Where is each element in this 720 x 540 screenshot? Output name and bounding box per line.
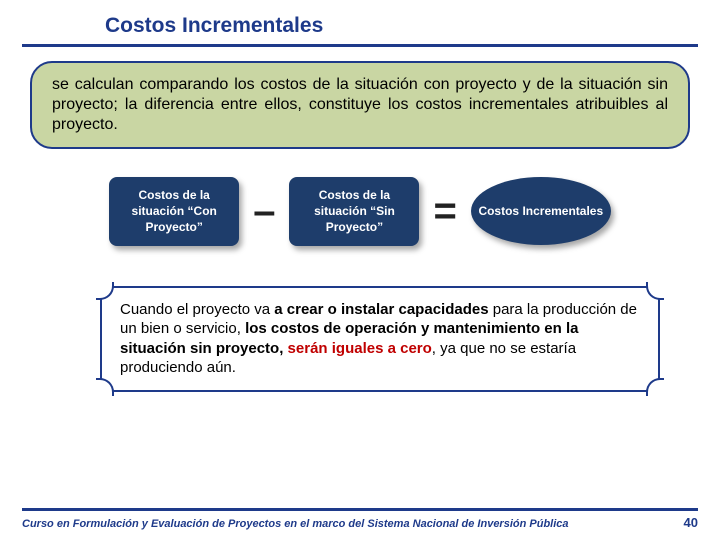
note-red: serán iguales a cero	[288, 340, 432, 357]
equation-box-sin-proyecto: Costos de la situación “Sin Proyecto”	[289, 177, 419, 246]
minus-operator: –	[253, 191, 275, 231]
corner-decor	[96, 378, 114, 396]
equation-row: Costos de la situación “Con Proyecto” – …	[30, 177, 690, 246]
footer: Curso en Formulación y Evaluación de Pro…	[22, 508, 698, 530]
equation-box-con-proyecto: Costos de la situación “Con Proyecto”	[109, 177, 239, 246]
note-bold: a crear o instalar capacidades	[274, 301, 488, 318]
corner-decor	[646, 378, 664, 396]
divider-top	[22, 44, 698, 47]
equation-result: Costos Incrementales	[471, 177, 611, 245]
divider-bottom	[22, 508, 698, 511]
footer-text: Curso en Formulación y Evaluación de Pro…	[22, 518, 569, 530]
note-text: Cuando el proyecto va	[120, 301, 274, 318]
footer-row: Curso en Formulación y Evaluación de Pro…	[22, 515, 698, 530]
page-number: 40	[684, 515, 698, 530]
corner-decor	[96, 282, 114, 300]
title-area: Costos Incrementales	[0, 0, 720, 40]
page-title: Costos Incrementales	[105, 14, 720, 38]
slide: Costos Incrementales se calculan compara…	[0, 0, 720, 540]
equals-operator: =	[433, 191, 456, 231]
note-box: Cuando el proyecto va a crear o instalar…	[100, 286, 660, 392]
corner-decor	[646, 282, 664, 300]
definition-box: se calculan comparando los costos de la …	[30, 61, 690, 149]
